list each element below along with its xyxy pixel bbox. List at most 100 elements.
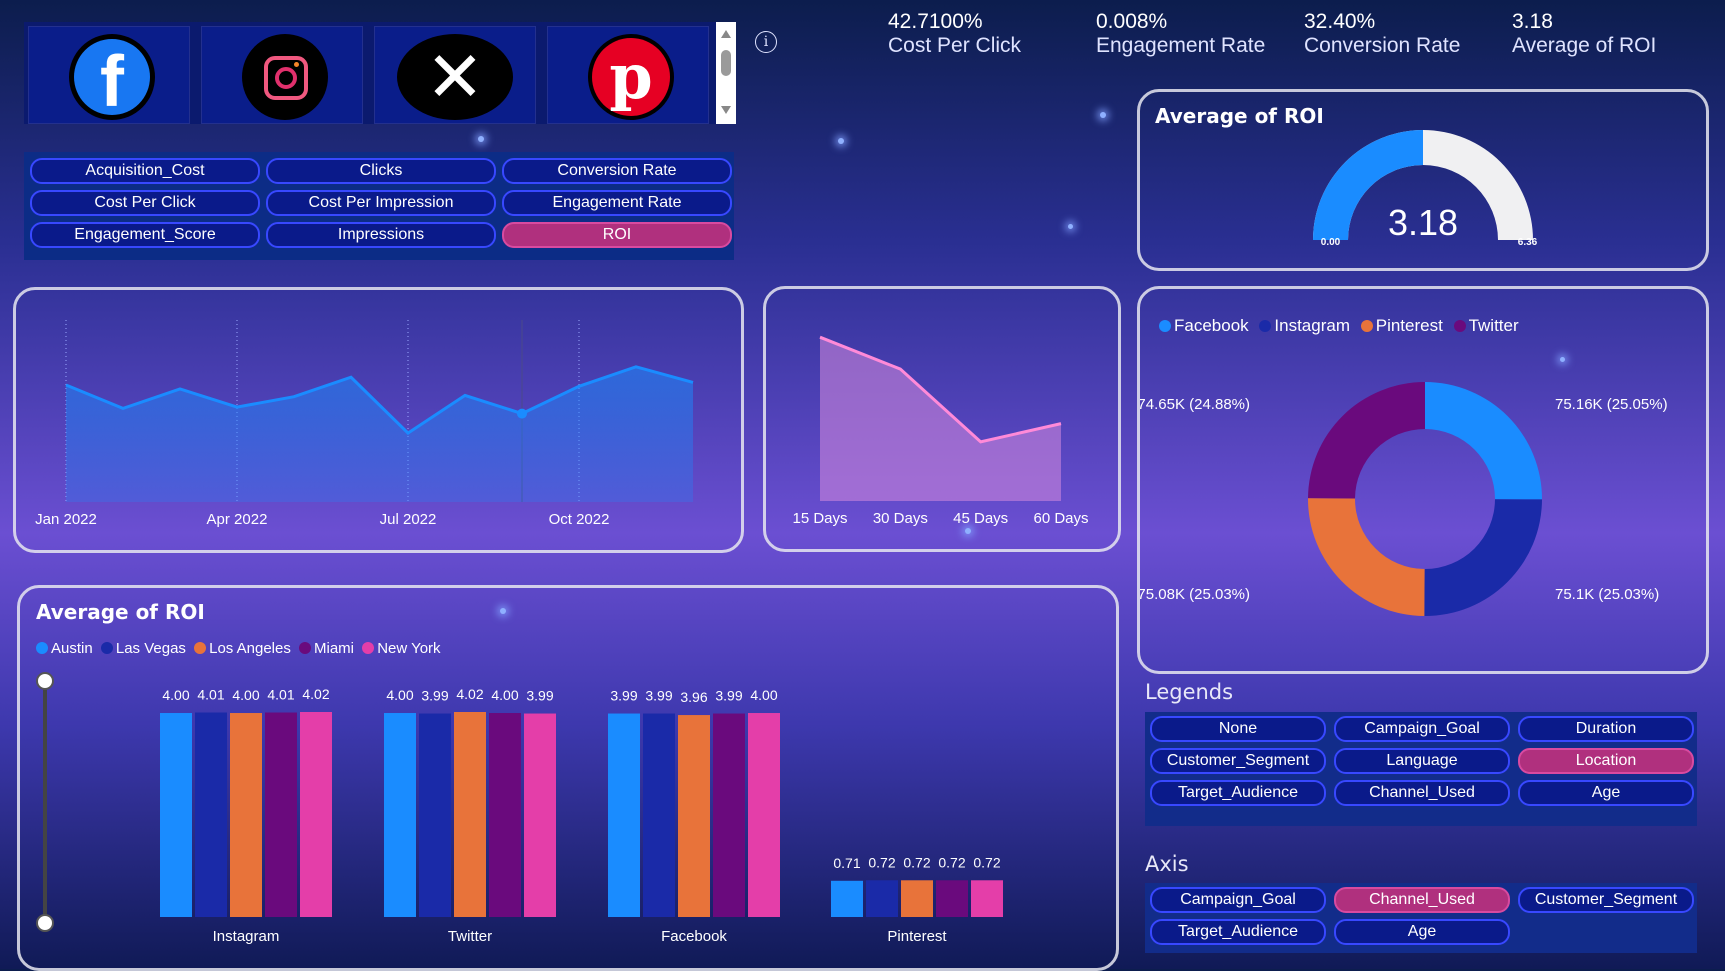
legend-dot	[362, 642, 375, 654]
bar-data-label: 4.00	[232, 687, 259, 703]
kpi-label: Conversion Rate	[1304, 34, 1461, 57]
gauge-max-label: 6.36	[1518, 237, 1538, 248]
legend-item[interactable]: Miami	[299, 640, 354, 657]
legend-item[interactable]: Los Angeles	[194, 640, 291, 657]
legend-option-button[interactable]: Customer_Segment	[1150, 748, 1326, 774]
gauge-fill	[1313, 130, 1423, 240]
legends-slicer: None Campaign_Goal Duration Customer_Seg…	[1145, 712, 1697, 826]
bar	[419, 713, 451, 917]
legend-option-button[interactable]: Campaign_Goal	[1334, 716, 1510, 742]
bar-data-label: 4.02	[456, 686, 483, 702]
legend-dot	[1453, 320, 1466, 332]
bar-data-label: 0.72	[973, 854, 1000, 870]
metric-button[interactable]: Impressions	[266, 222, 496, 248]
axis-option-button[interactable]: Age	[1334, 919, 1510, 945]
legend-option-button-location[interactable]: Location	[1518, 748, 1694, 774]
axis-option-button[interactable]: Customer_Segment	[1518, 887, 1694, 913]
roi-trend-chart[interactable]: Jan 2022 Apr 2022 Jul 2022 Oct 2022	[16, 290, 741, 550]
bar-data-label: 0.72	[903, 854, 930, 870]
metric-button[interactable]: Cost Per Impression	[266, 190, 496, 216]
legend-option-button[interactable]: Language	[1334, 748, 1510, 774]
kpi-average-roi: 3.18 Average of ROI	[1512, 10, 1656, 58]
kpi-label: Average of ROI	[1512, 34, 1657, 57]
roi-bar-chart[interactable]: 4.00 4.01 4.00 4.01 4.02 Instagram 4.00 3.99 4.0…	[20, 588, 1116, 968]
range-slider-track[interactable]	[43, 678, 47, 920]
kpi-engagement-rate: 0.008% Engagement Rate	[1096, 10, 1265, 58]
kpi-value: 32.40%	[1304, 10, 1376, 33]
social-tile-pinterest[interactable]: p	[547, 26, 709, 124]
legend-item[interactable]: Twitter	[1453, 316, 1519, 335]
legend-option-button[interactable]: Age	[1518, 780, 1694, 806]
legend-item[interactable]: Instagram	[1259, 316, 1350, 335]
x-tick-label: 15 Days	[792, 510, 847, 527]
x-category-label: Facebook	[661, 928, 727, 945]
gauge-value-label: 3.18	[1388, 202, 1458, 243]
social-tile-x[interactable]: ✕	[374, 26, 536, 124]
x-category-label: Twitter	[448, 928, 492, 945]
axis-option-button[interactable]: Target_Audience	[1150, 919, 1326, 945]
info-icon[interactable]: i	[755, 31, 777, 53]
legend-item[interactable]: New York	[362, 640, 441, 657]
scroll-down-icon[interactable]	[721, 106, 731, 114]
bar-data-label: 0.72	[938, 854, 965, 870]
axis-option-button-channel-used[interactable]: Channel_Used	[1334, 887, 1510, 913]
roi-bar-panel: Average of ROI Austin Las Vegas Los Ange…	[17, 585, 1119, 971]
metric-button[interactable]: Cost Per Click	[30, 190, 260, 216]
legend-dot	[299, 642, 312, 654]
range-slider-handle-top[interactable]	[36, 672, 54, 690]
x-icon: ✕	[397, 34, 513, 120]
roi-gauge: 3.18 0.00 6.36	[1313, 130, 1538, 248]
social-slicer: f ✕ p	[24, 22, 736, 124]
metric-button[interactable]: Acquisition_Cost	[30, 158, 260, 184]
legend-option-button[interactable]: Target_Audience	[1150, 780, 1326, 806]
social-tile-instagram[interactable]	[201, 26, 363, 124]
bar-data-label: 4.01	[267, 687, 294, 703]
bar-data-label: 3.99	[421, 688, 448, 704]
axis-title: Axis	[1145, 852, 1189, 876]
area-fill	[66, 366, 693, 502]
legend-option-button[interactable]: Duration	[1518, 716, 1694, 742]
scroll-thumb[interactable]	[721, 50, 731, 76]
metric-slicer: Acquisition_Cost Clicks Conversion Rate …	[24, 152, 734, 260]
pinterest-icon: p	[588, 34, 674, 120]
legend-item[interactable]: Austin	[36, 640, 93, 657]
bar	[524, 713, 556, 917]
legend-option-button[interactable]: Channel_Used	[1334, 780, 1510, 806]
channel-donut-panel: Facebook Instagram Pinterest Twitter 75.…	[1137, 286, 1709, 674]
metric-button[interactable]: Engagement_Score	[30, 222, 260, 248]
legend-dot	[100, 642, 113, 654]
metric-button[interactable]: Clicks	[266, 158, 496, 184]
legend-option-button[interactable]: None	[1150, 716, 1326, 742]
social-tile-facebook[interactable]: f	[28, 26, 190, 124]
axis-option-button[interactable]: Campaign_Goal	[1150, 887, 1326, 913]
kpi-value: 0.008%	[1096, 10, 1168, 33]
legend-item[interactable]: Pinterest	[1360, 316, 1443, 335]
bar	[454, 712, 486, 917]
duration-area-chart[interactable]: 15 Days 30 Days 45 Days 60 Days	[766, 289, 1118, 549]
background-glow	[838, 138, 844, 144]
legend-item[interactable]: Facebook	[1159, 316, 1249, 335]
donut-data-label: 75.16K (25.05%)	[1555, 396, 1668, 413]
metric-button[interactable]: Conversion Rate	[502, 158, 732, 184]
bar	[643, 713, 675, 917]
bar-data-label: 0.72	[868, 854, 895, 870]
bar	[936, 880, 968, 917]
kpi-label: Engagement Rate	[1096, 34, 1266, 57]
range-slider-handle-bottom[interactable]	[36, 914, 54, 932]
x-tick-label: Jul 2022	[380, 511, 437, 528]
channel-donut-chart[interactable]: 75.16K (25.05%) 75.1K (25.03%) 75.08K (25.…	[1140, 289, 1706, 671]
x-tick-label: Apr 2022	[207, 511, 268, 528]
metric-button[interactable]: Engagement Rate	[502, 190, 732, 216]
legend-dot	[194, 642, 207, 654]
donut-data-label: 75.1K (25.03%)	[1555, 586, 1659, 603]
scroll-up-icon[interactable]	[721, 30, 731, 38]
area-fill	[820, 337, 1061, 501]
legend-item[interactable]: Las Vegas	[100, 640, 186, 657]
kpi-value: 42.7100%	[888, 10, 983, 33]
background-glow	[965, 528, 971, 534]
social-slicer-scrollbar[interactable]	[716, 22, 736, 124]
bar-data-label: 4.02	[302, 686, 329, 702]
background-glow	[500, 608, 506, 614]
metric-button-roi[interactable]: ROI	[502, 222, 732, 248]
kpi-value: 3.18	[1512, 10, 1553, 33]
